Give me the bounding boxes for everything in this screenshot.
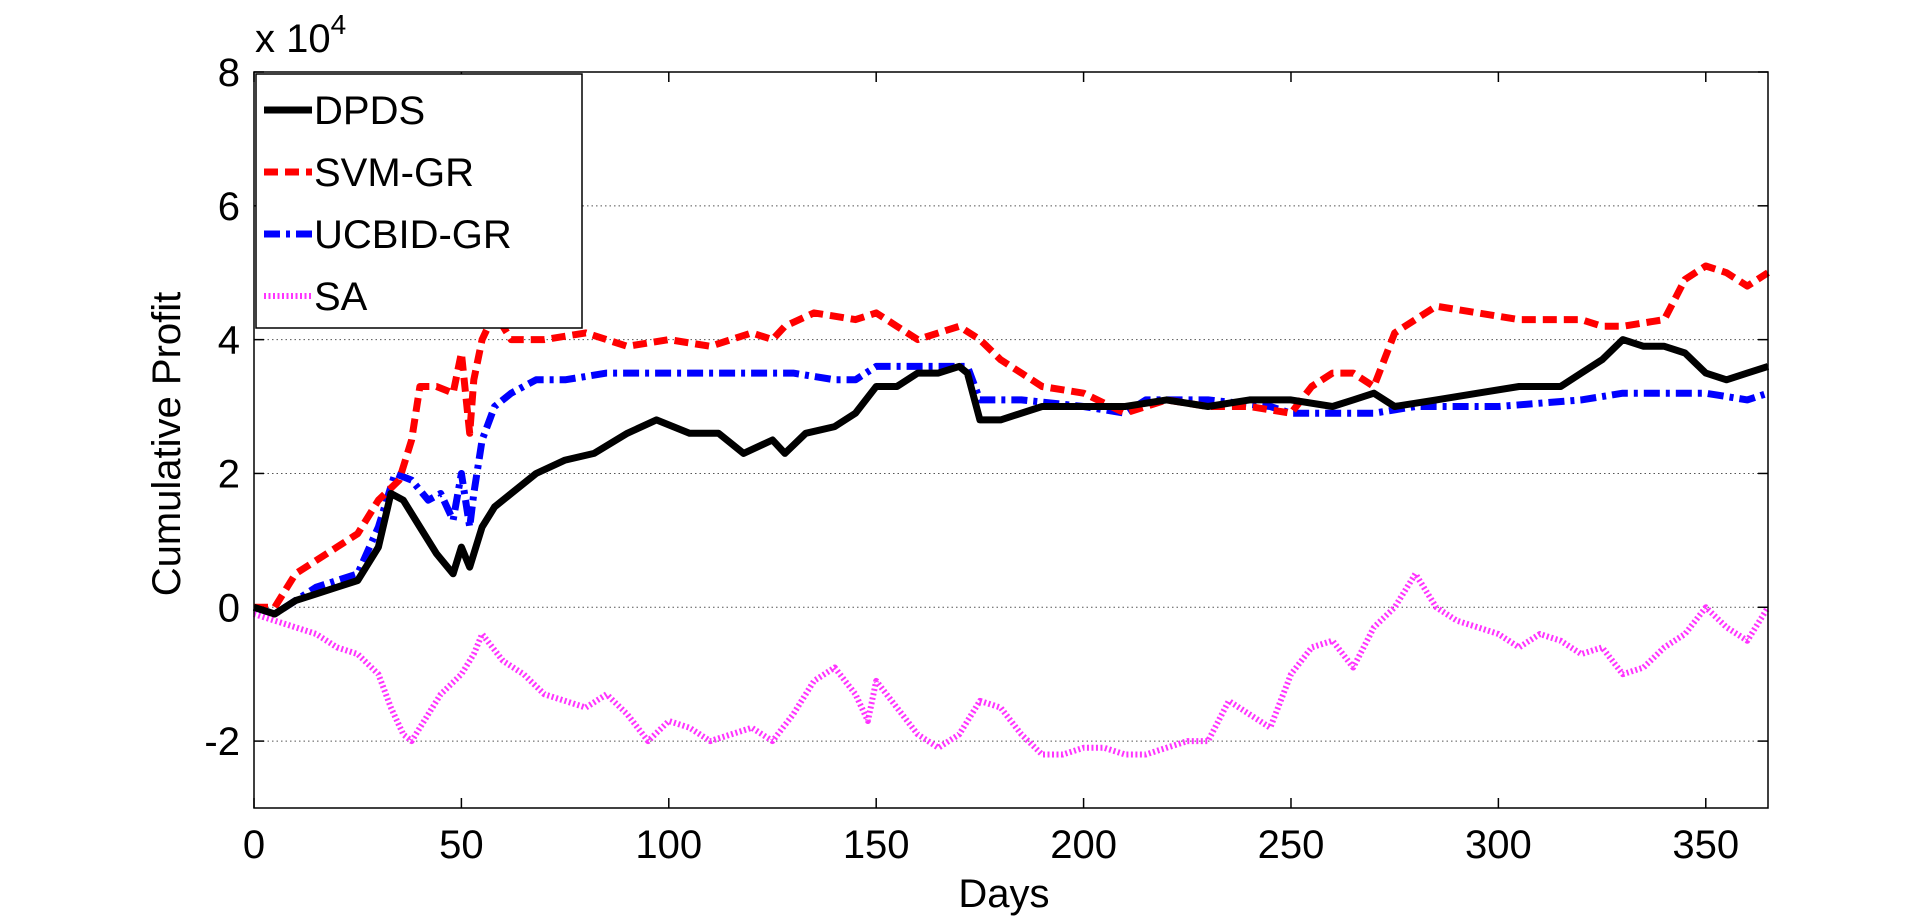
- y-axis-label: Cumulative Profit: [145, 292, 189, 597]
- x-tick-label: 0: [243, 823, 265, 867]
- y-tick-label: 8: [218, 51, 240, 95]
- y-tick-label: 4: [218, 319, 240, 363]
- series-line-ucbid-gr: [252, 362, 1770, 618]
- series-lines: [252, 262, 1771, 758]
- y-multiplier-base: x 10: [255, 17, 331, 61]
- legend-label: UCBID-GR: [314, 213, 512, 257]
- x-tick-label: 300: [1465, 823, 1532, 867]
- legend-label: DPDS: [314, 89, 425, 133]
- legend-label: SVM-GR: [314, 151, 474, 195]
- x-tick-label: 350: [1672, 823, 1739, 867]
- series-line-sa: [253, 570, 1771, 758]
- x-tick-label: 100: [635, 823, 702, 867]
- legend: DPDS SVM-GR UCBID-GR SA: [255, 73, 583, 329]
- y-tick-label: 2: [218, 452, 240, 496]
- axis-ticks: 0 50 100 150 200 250 300 350 -2 0 2 4 6 8: [204, 51, 1768, 867]
- legend-box: [255, 73, 583, 329]
- plot-frame: [253, 71, 1769, 809]
- x-tick-label: 50: [439, 823, 484, 867]
- x-tick-label: 200: [1050, 823, 1117, 867]
- y-tick-label: -2: [204, 720, 240, 764]
- y-axis-multiplier: x 104: [255, 9, 346, 61]
- legend-label: SA: [314, 275, 368, 319]
- y-multiplier-exponent: 4: [331, 9, 347, 40]
- x-axis-label: Days: [958, 872, 1049, 916]
- x-tick-label: 250: [1258, 823, 1325, 867]
- x-tick-label: 150: [843, 823, 910, 867]
- grid-lines: [254, 205, 1768, 742]
- y-tick-label: 6: [218, 185, 240, 229]
- series-line-svm-gr: [254, 262, 1770, 611]
- series-line-dpds: [252, 336, 1770, 618]
- y-tick-label: 0: [218, 586, 240, 630]
